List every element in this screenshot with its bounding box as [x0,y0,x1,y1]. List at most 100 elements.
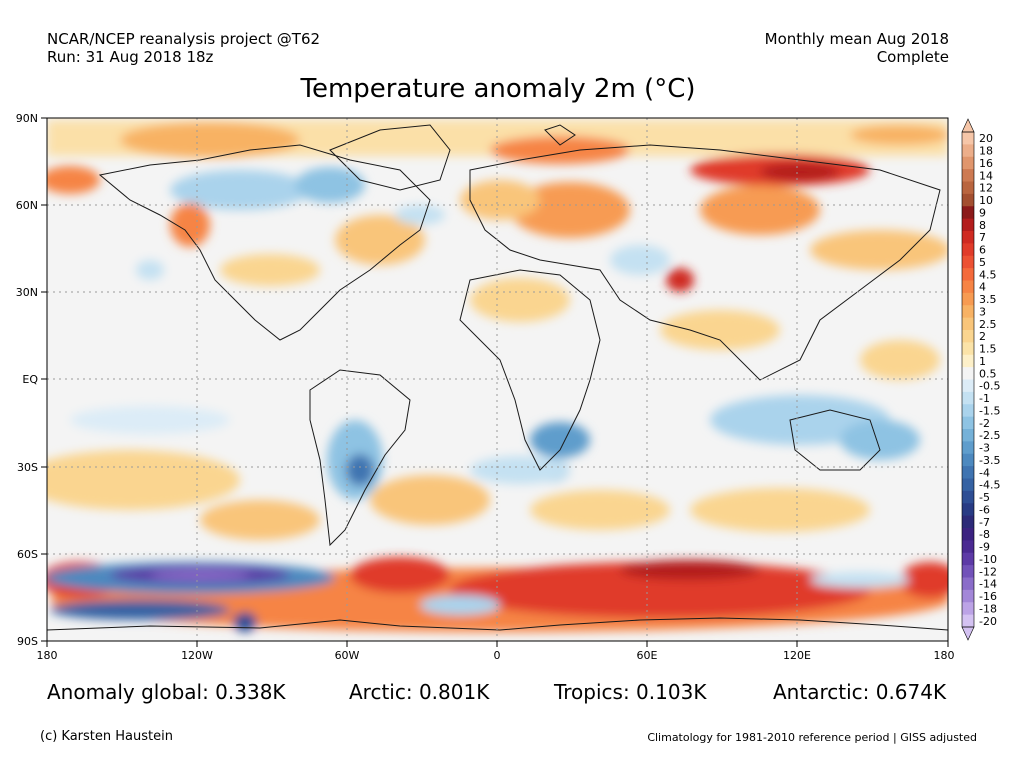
colorbar-swatch [962,330,974,343]
colorbar-swatch [962,206,974,220]
colorbar-label: 3 [979,305,986,318]
colorbar-swatch [962,478,974,492]
colorbar-label: 12 [979,182,993,195]
arctic-anomaly: Arctic: 0.801K [349,680,490,704]
colorbar-label: -4.5 [979,479,1000,492]
colorbar-swatch [962,181,974,195]
colorbar-label: 16 [979,157,993,170]
climatology-note: Climatology for 1981-2010 reference peri… [647,731,977,744]
colorbar-swatch [962,540,974,554]
colorbar-label: 3.5 [979,293,997,306]
colorbar-swatch [962,280,974,294]
colorbar-label: 1 [979,355,986,368]
colorbar-label: -6 [979,503,990,516]
colorbar-swatch [962,577,974,591]
status-label: Complete [876,48,949,66]
anomaly-field [47,118,948,641]
colorbar-swatch [962,317,974,331]
colorbar-swatch [962,367,974,380]
colorbar-label: -3.5 [979,454,1000,467]
colorbar-label: 18 [979,145,993,158]
colorbar-swatch [962,144,974,158]
lat-label: 90S [17,635,38,648]
colorbar-swatch [962,132,974,145]
lon-label: 120W [181,649,213,662]
colorbar-swatch [962,565,974,578]
colorbar-label: 5 [979,256,986,269]
colorbar-swatch [962,404,974,418]
colorbar-swatch [962,429,974,442]
colorbar-swatch [962,156,974,170]
colorbar-label: -5 [979,491,990,504]
colorbar-swatch [962,169,974,182]
colorbar-label: -2 [979,417,990,430]
colorbar-swatch [962,379,974,393]
run-label: Run: 31 Aug 2018 18z [47,48,214,66]
project-label: NCAR/NCEP reanalysis project @T62 [47,30,321,48]
colorbar-label: -14 [979,578,997,591]
colorbar-swatch [962,441,974,455]
lat-label: EQ [22,373,38,386]
colorbar-swatch [962,292,974,306]
lat-label: 60N [16,199,38,212]
page-title: Temperature anomaly 2m (°C) [300,74,696,104]
credit: (c) Karsten Haustein [40,729,173,744]
colorbar-swatch [962,193,974,207]
colorbar-min-arrow [961,626,975,641]
lat-label: 60S [17,548,38,561]
colorbar-label: -8 [979,528,990,541]
lon-label: 0 [494,649,501,662]
colorbar-swatch [962,589,974,603]
colorbar-swatch [962,515,974,529]
colorbar-label: 7 [979,231,986,244]
lon-label: 60W [335,649,360,662]
colorbar-label: 2 [979,330,986,343]
colorbar: 201816141210987654.543.532.521.510.5-0.5… [961,118,1000,641]
colorbar-swatch [962,268,974,281]
colorbar-label: -18 [979,602,997,615]
colorbar-label: -1.5 [979,404,1000,417]
colorbar-label: 8 [979,219,986,232]
colorbar-label: 14 [979,169,993,182]
colorbar-label: 9 [979,206,986,219]
colorbar-swatch [962,602,974,616]
lon-label: 60E [637,649,658,662]
colorbar-label: 6 [979,244,986,257]
tropics-anomaly: Tropics: 0.103K [554,680,707,704]
period-label: Monthly mean Aug 2018 [764,30,949,48]
lat-label: 30N [16,286,38,299]
colorbar-label: -4 [979,466,990,479]
colorbar-swatch [962,255,974,269]
colorbar-swatch [962,391,974,405]
colorbar-swatch [962,552,974,566]
colorbar-swatch [962,416,974,430]
colorbar-label: -16 [979,590,997,603]
global-anomaly: Anomaly global: 0.338K [47,680,286,704]
lat-label: 30S [17,461,38,474]
colorbar-label: 10 [979,194,993,207]
colorbar-label: -3 [979,442,990,455]
colorbar-swatch [962,231,974,244]
colorbar-label: -12 [979,565,997,578]
lon-label: 180 [37,649,58,662]
latitude-labels: 90N 60N 30N EQ 30S 60S 90S [16,112,39,648]
graticule [47,118,948,641]
lon-label: 180 [934,649,955,662]
colorbar-label: -0.5 [979,380,1000,393]
colorbar-swatch [962,466,974,479]
colorbar-label: -2.5 [979,429,1000,442]
colorbar-swatch [962,490,974,504]
colorbar-label: 4 [979,281,986,294]
colorbar-frame [961,131,975,628]
lon-label: 120E [783,649,811,662]
colorbar-swatch [962,614,974,628]
colorbar-label: -10 [979,553,997,566]
colorbar-label: 2.5 [979,318,997,331]
colorbar-swatch [962,305,974,319]
colorbar-swatch [962,218,974,232]
colorbar-max-arrow [961,118,975,133]
colorbar-label: 20 [979,132,993,145]
lat-label: 90N [16,112,38,125]
colorbar-label: -1 [979,392,990,405]
